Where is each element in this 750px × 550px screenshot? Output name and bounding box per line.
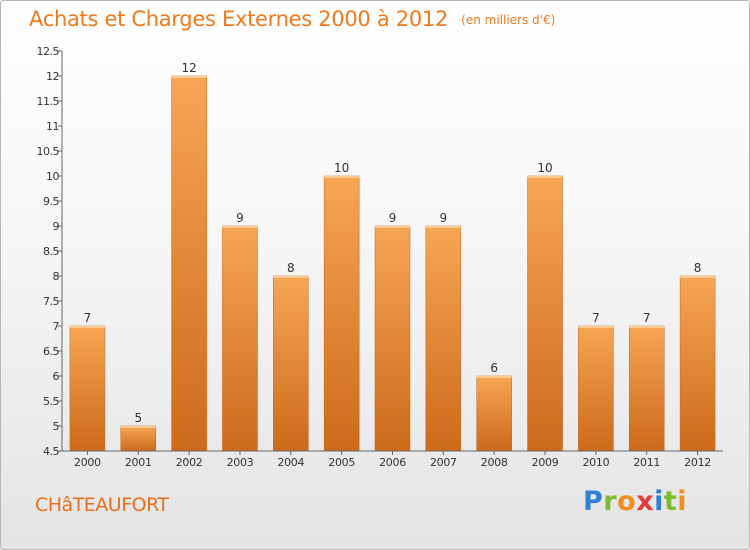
bar-2002	[171, 75, 207, 452]
bar-highlight	[476, 376, 512, 378]
bar-highlight	[120, 426, 156, 428]
bar-highlight	[324, 176, 360, 178]
chart-title-block: Achats et Charges Externes 2000 à 2012 (…	[29, 7, 555, 31]
bar-2001	[120, 425, 157, 452]
bar-highlight	[375, 226, 410, 228]
bar-2004	[273, 275, 309, 452]
bar-highlight	[171, 76, 207, 78]
logo-letter: o	[617, 486, 637, 517]
bar-highlight	[680, 276, 716, 278]
x-tick-label: 2006	[379, 456, 406, 469]
bar-2012	[679, 275, 716, 452]
chart-subtitle: (en milliers d'€)	[461, 13, 556, 27]
bar-value-label: 5	[134, 411, 142, 425]
bar-value-label: 9	[389, 211, 397, 225]
logo-letter: x	[636, 486, 655, 517]
y-tick-label: 6	[53, 370, 60, 383]
y-axis: 4.5 5 5.5 6 6.5 7 7.5 8 8.5 9 9.5 10 10.5 11 11.5 12 12.…	[37, 45, 63, 458]
logo-letter: t	[663, 486, 678, 517]
bar-2003	[222, 225, 258, 452]
y-tick-label: 8.5	[43, 245, 59, 258]
city-name: CHâTEAUFORT	[35, 494, 169, 516]
bar-value-label: 6	[490, 361, 498, 375]
bar-2006	[374, 225, 411, 452]
bar-highlight	[629, 326, 665, 328]
bar-value-label: 7	[643, 311, 651, 325]
logo-letter: P	[583, 486, 604, 517]
x-tick-label: 2012	[684, 456, 711, 469]
x-tick-label: 2011	[633, 456, 660, 469]
bar-2009	[527, 175, 563, 452]
y-tick-label: 11.5	[37, 95, 60, 108]
bar-value-label: 8	[694, 261, 702, 275]
x-axis: 2000 2001 2002 2003 2004 2005 2006 2007 2008 2009…	[62, 450, 723, 469]
y-tick-label: 12	[46, 70, 59, 83]
chart-title: Achats et Charges Externes 2000 à 2012	[29, 7, 449, 31]
bar-value-label: 12	[181, 61, 196, 75]
x-tick-label: 2004	[277, 456, 304, 469]
x-tick-label: 2008	[481, 456, 508, 469]
x-tick-label: 2000	[74, 456, 101, 469]
x-tick-label: 2009	[532, 456, 559, 469]
y-tick-label: 10.5	[37, 145, 60, 158]
bar-2007	[425, 225, 462, 452]
y-tick-label: 12.5	[37, 45, 60, 58]
bar-2000	[69, 325, 106, 452]
x-tick-label: 2010	[582, 456, 609, 469]
y-tick-label: 5.5	[43, 395, 59, 408]
proxiti-logo[interactable]: Proxiti	[583, 486, 687, 517]
logo-letter: i	[654, 486, 664, 517]
y-tick-label: 7	[53, 320, 60, 333]
bar-value-label: 10	[537, 161, 552, 175]
bar-highlight	[527, 176, 563, 178]
x-tick-label: 2001	[125, 456, 152, 469]
y-tick-label: 6.5	[43, 345, 59, 358]
y-tick-label: 10	[46, 170, 59, 183]
y-tick-label: 11	[46, 120, 59, 133]
bar-2008	[476, 375, 512, 452]
bar-highlight	[69, 326, 105, 328]
bars: 7 5 12 9 8 10 9 9 6 10 7 7 8	[69, 61, 716, 452]
logo-letter: i	[677, 486, 688, 517]
bar-2010	[578, 325, 614, 452]
y-tick-label: 7.5	[43, 295, 59, 308]
y-tick-label: 8	[53, 270, 60, 283]
bar-value-label: 7	[84, 311, 92, 325]
bar-value-label: 10	[334, 161, 349, 175]
bar-highlight	[222, 226, 258, 228]
y-tick-label: 4.5	[43, 445, 59, 458]
x-tick-label: 2002	[176, 456, 203, 469]
bar-value-label: 9	[440, 211, 448, 225]
logo-letter: r	[603, 486, 618, 517]
y-tick-label: 9.5	[43, 195, 59, 208]
bar-value-label: 8	[287, 261, 295, 275]
bar-highlight	[273, 276, 309, 278]
bar-highlight	[578, 326, 614, 328]
bar-value-label: 7	[592, 311, 600, 325]
bar-highlight	[425, 226, 461, 228]
x-tick-label: 2003	[227, 456, 254, 469]
y-tick-label: 9	[53, 220, 60, 233]
bar-2005	[323, 175, 360, 452]
bar-2011	[628, 325, 665, 452]
x-tick-label: 2007	[430, 456, 457, 469]
x-tick-label: 2005	[328, 456, 355, 469]
y-tick-label: 5	[53, 420, 60, 433]
bar-value-label: 9	[236, 211, 244, 225]
